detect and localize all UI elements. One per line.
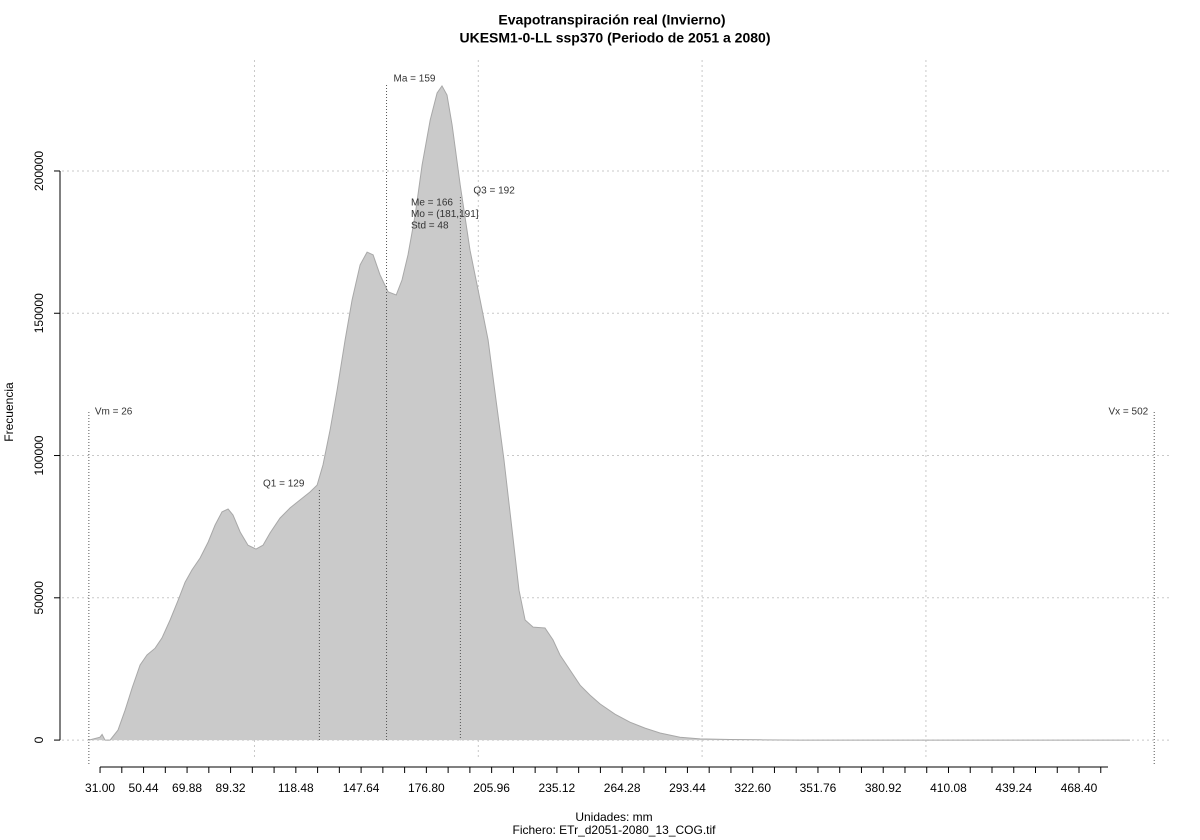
x-tick-label: 322.60	[734, 781, 771, 795]
x-tick-label: 147.64	[343, 781, 380, 795]
x-axis-label: Unidades: mm	[575, 810, 652, 824]
y-tick-label: 200000	[32, 151, 46, 191]
stat-label: Vx = 502	[1108, 407, 1148, 418]
stat-label: Q1 = 129	[263, 479, 305, 490]
footer: Fichero: ETr_d2051-2080_13_COG.tif	[513, 823, 717, 837]
density-line	[88, 84, 1130, 741]
stat-label: Q3 = 192	[473, 186, 515, 197]
x-tick-label: 31.00	[85, 781, 115, 795]
x-tick-label: 293.44	[669, 781, 706, 795]
stat-annotation: Mo = (181,191]	[411, 209, 479, 220]
stat-annotation: Std = 48	[411, 221, 449, 232]
x-tick-label: 205.96	[473, 781, 510, 795]
x-tick-label: 439.24	[995, 781, 1032, 795]
y-axis-label: Frecuencia	[2, 382, 16, 442]
x-tick-label: 264.28	[604, 781, 641, 795]
y-tick-label: 150000	[32, 293, 46, 333]
x-tick-label: 176.80	[408, 781, 445, 795]
stat-label: Ma = 159	[394, 74, 436, 85]
y-tick-label: 0	[32, 736, 46, 743]
x-tick-label: 118.48	[278, 781, 314, 795]
x-tick-label: 50.44	[129, 781, 159, 795]
y-tick-label: 100000	[32, 435, 46, 475]
x-tick-label: 468.40	[1061, 781, 1098, 795]
stat-label: Vm = 26	[95, 407, 133, 418]
x-tick-label: 351.76	[800, 781, 837, 795]
stat-annotation: Me = 166	[411, 198, 453, 209]
x-tick-label: 235.12	[539, 781, 576, 795]
x-tick-label: 380.92	[865, 781, 902, 795]
y-tick-label: 50000	[32, 581, 46, 615]
x-tick-label: 69.88	[172, 781, 202, 795]
chart-title: Evapotranspiración real (Invierno)	[498, 12, 725, 28]
x-tick-label: 410.08	[930, 781, 967, 795]
density-area	[88, 85, 1130, 741]
x-tick-label: 89.32	[216, 781, 246, 795]
chart-subtitle: UKESM1-0-LL ssp370 (Periodo de 2051 a 20…	[460, 30, 771, 46]
